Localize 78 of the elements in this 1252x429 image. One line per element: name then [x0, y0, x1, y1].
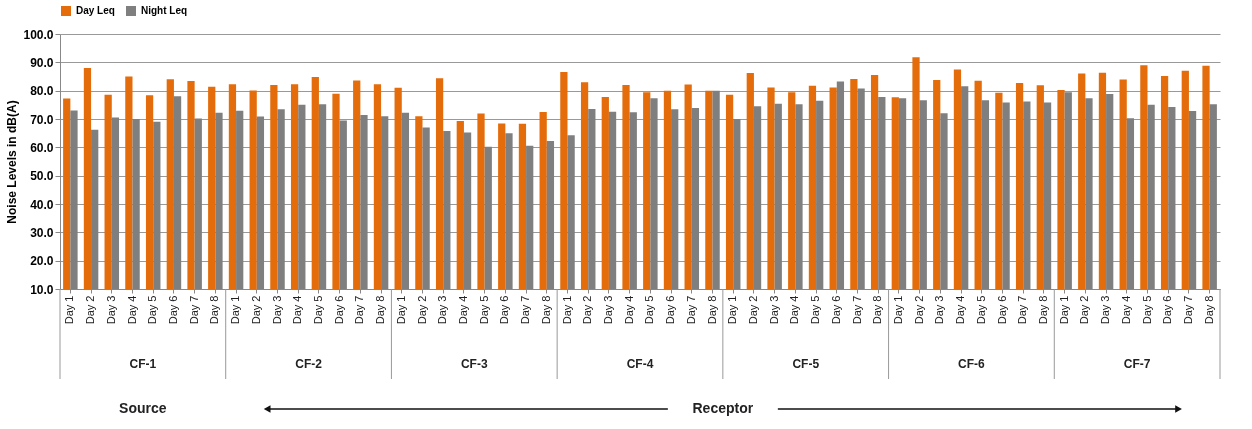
x-tick-label: Day 8	[705, 295, 718, 325]
x-tick-label: Day 5	[643, 295, 656, 325]
x-tick-label: Day 4	[125, 295, 138, 325]
x-tick-label: Day 6	[332, 295, 345, 325]
text: CF-3	[460, 357, 488, 371]
x-tick-label: Day 7	[519, 295, 532, 325]
x-tick-label: Day 8	[1036, 295, 1049, 325]
x-tick-label: Day 8	[374, 295, 387, 325]
y-tick-label: 60.0	[30, 140, 54, 155]
x-tick-label: Day 3	[601, 295, 614, 325]
x-tick-label: Day 4	[788, 295, 801, 325]
y-tick-label: 10.0	[30, 282, 54, 297]
x-tick-label: Day 5	[974, 295, 987, 325]
text: CF-5	[792, 357, 820, 371]
y-tick-label: 70.0	[30, 112, 54, 127]
text: CF-7	[1123, 357, 1151, 371]
text: Receptor	[692, 400, 754, 416]
y-axis-title: Noise Levels in dB(A)	[5, 100, 20, 224]
x-tick-label: Day 4	[291, 295, 304, 325]
x-tick-label: Day 3	[767, 295, 780, 325]
x-tick-label: Day 1	[560, 295, 573, 325]
x-tick-label: Day 1	[394, 295, 407, 325]
y-tick-label: 90.0	[30, 55, 54, 70]
x-tick-label: Day 6	[498, 295, 511, 325]
x-tick-label: Day 8	[208, 295, 221, 325]
x-tick-label: Day 3	[104, 295, 117, 325]
x-tick-label: Day 5	[809, 295, 822, 325]
x-tick-label: Day 3	[436, 295, 449, 325]
y-tick-label: 80.0	[30, 84, 54, 99]
x-tick-label: Day 3	[933, 295, 946, 325]
text: Source	[119, 400, 167, 416]
x-tick-label: Day 2	[746, 295, 759, 325]
x-tick-label: Day 5	[146, 295, 159, 325]
x-tick-label: Day 7	[353, 295, 366, 325]
x-tick-label: Day 8	[871, 295, 884, 325]
x-tick-label: Day 2	[84, 295, 97, 325]
text: CF-1	[129, 357, 157, 371]
x-tick-label: Day 6	[995, 295, 1008, 325]
x-tick-label: Day 8	[539, 295, 552, 325]
x-tick-label: Day 1	[726, 295, 739, 325]
y-tick-label: 100.0	[23, 27, 54, 42]
text: CF-4	[626, 357, 654, 371]
y-tick-label: 50.0	[30, 169, 54, 184]
x-tick-label: Day 6	[166, 295, 179, 325]
legend-label: Night Leq	[141, 5, 188, 16]
x-tick-label: Day 5	[1140, 295, 1153, 325]
x-tick-label: Day 6	[664, 295, 677, 325]
x-tick-label: Day 7	[1181, 295, 1194, 325]
x-tick-label: Day 6	[1161, 295, 1174, 325]
x-tick-label: Day 4	[1119, 295, 1132, 325]
x-tick-label: Day 2	[581, 295, 594, 325]
x-tick-label: Day 3	[270, 295, 283, 325]
x-tick-label: Day 2	[912, 295, 925, 325]
x-tick-label: Day 2	[1078, 295, 1091, 325]
x-tick-label: Day 1	[229, 295, 242, 325]
y-tick-label: 40.0	[30, 197, 54, 212]
x-tick-label: Day 7	[187, 295, 200, 325]
y-tick-label: 20.0	[30, 254, 54, 269]
x-tick-label: Day 7	[684, 295, 697, 325]
y-tick-label: 30.0	[30, 225, 54, 240]
x-tick-label: Day 1	[63, 295, 76, 325]
x-tick-label: Day 1	[1057, 295, 1070, 325]
text: CF-2	[295, 357, 323, 371]
x-tick-label: Day 5	[311, 295, 324, 325]
x-tick-label: Day 4	[954, 295, 967, 325]
x-tick-label: Day 7	[850, 295, 863, 325]
x-tick-label: Day 1	[891, 295, 904, 325]
x-tick-label: Day 8	[1202, 295, 1215, 325]
x-tick-label: Day 2	[249, 295, 262, 325]
x-tick-label: Day 3	[1099, 295, 1112, 325]
legend-label: Day Leq	[76, 5, 115, 16]
x-tick-label: Day 4	[622, 295, 635, 325]
x-tick-label: Day 6	[829, 295, 842, 325]
x-tick-label: Day 4	[456, 295, 469, 325]
x-tick-label: Day 7	[1016, 295, 1029, 325]
text: CF-6	[958, 357, 986, 371]
x-tick-label: Day 2	[415, 295, 428, 325]
x-tick-label: Day 5	[477, 295, 490, 325]
